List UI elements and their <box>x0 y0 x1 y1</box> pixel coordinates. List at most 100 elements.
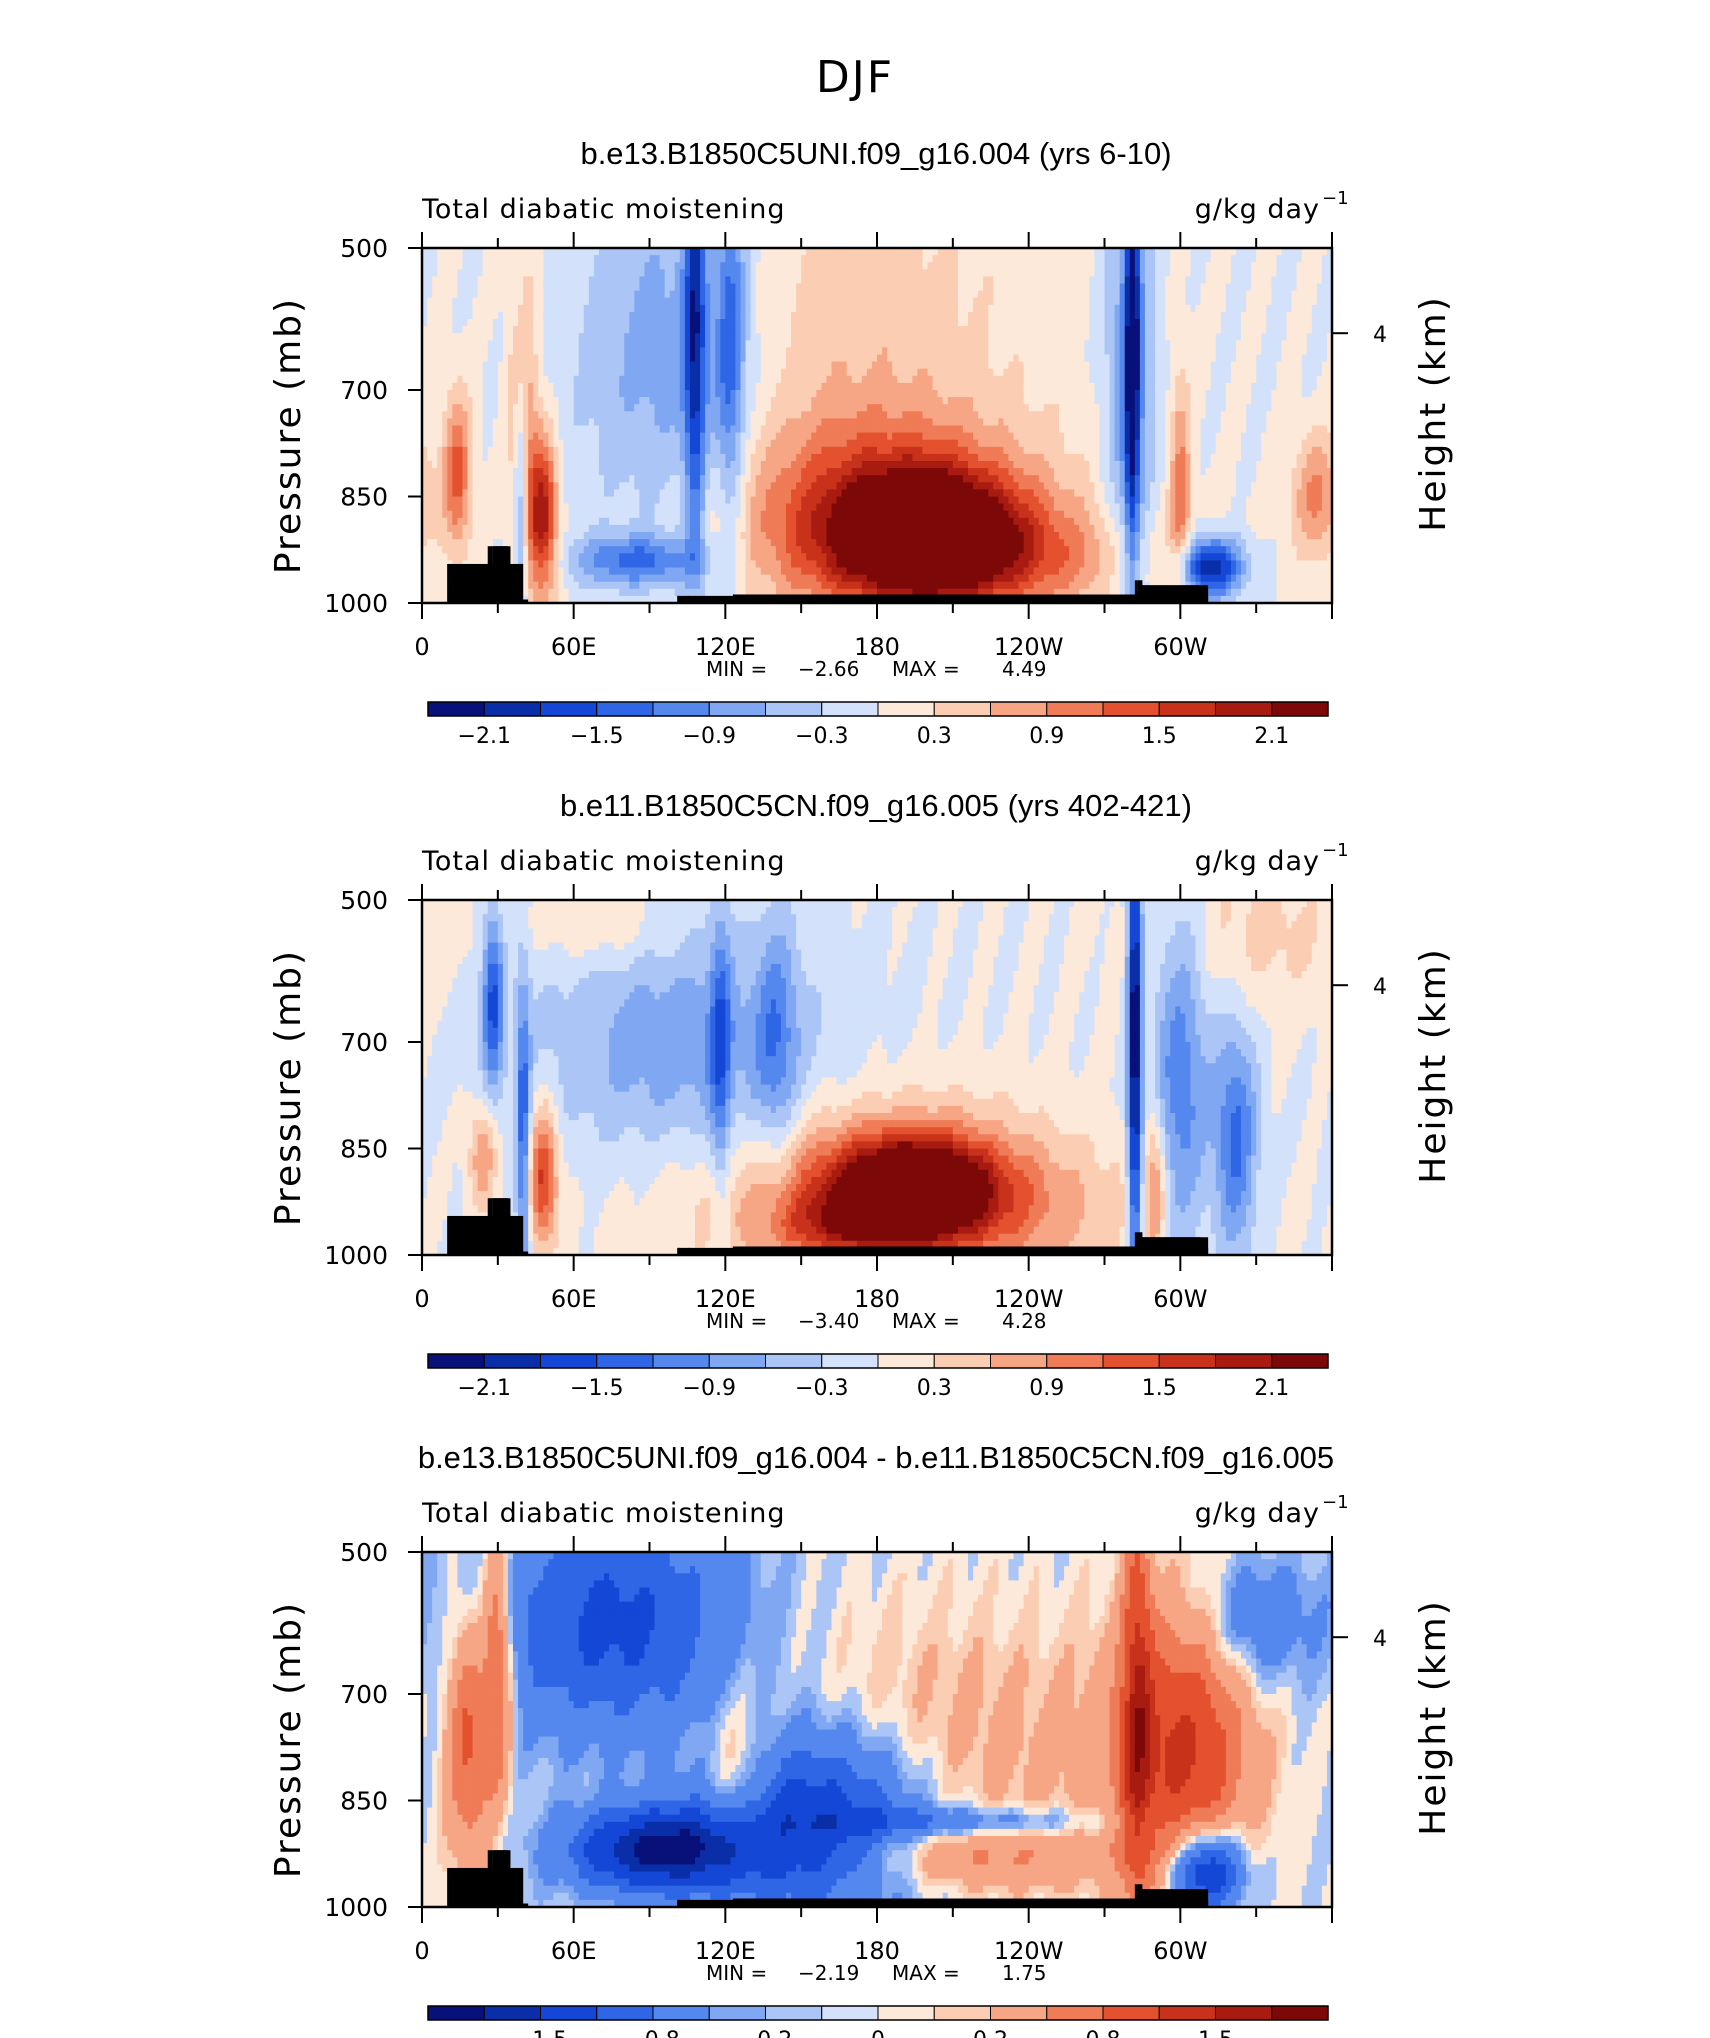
field-cell <box>680 326 686 334</box>
field-cell <box>604 291 610 299</box>
field-cell <box>1145 326 1151 334</box>
field-cell <box>973 291 979 299</box>
field-cell <box>442 312 448 320</box>
field-cell <box>796 298 802 306</box>
field-cell <box>933 262 939 270</box>
field-cell <box>776 284 782 292</box>
field-cell <box>1276 305 1282 313</box>
field-cell <box>503 269 509 277</box>
field-cell <box>1024 298 1030 306</box>
field-cell <box>912 291 918 299</box>
field-cell <box>1155 255 1161 263</box>
field-cell <box>690 284 696 292</box>
field-cell <box>791 305 797 313</box>
field-cell <box>543 262 549 270</box>
field-cell <box>462 319 468 327</box>
field-cell <box>1201 298 1207 306</box>
field-cell <box>1110 269 1116 277</box>
field-cell <box>725 255 731 263</box>
field-cell <box>1266 319 1272 327</box>
field-cell <box>928 284 934 292</box>
field-cell <box>629 298 635 306</box>
field-cell <box>1165 305 1171 313</box>
field-cell <box>655 298 661 306</box>
field-cell <box>1115 298 1121 306</box>
field-cell <box>644 312 650 320</box>
field-cell <box>837 305 843 313</box>
field-cell <box>877 255 883 263</box>
field-cell <box>1049 255 1055 263</box>
field-cell <box>746 284 752 292</box>
field-cell <box>847 269 853 277</box>
field-cell <box>1292 255 1298 263</box>
field-cell <box>725 319 731 327</box>
field-cell <box>720 291 726 299</box>
field-cell <box>1221 312 1227 320</box>
field-cell <box>725 291 731 299</box>
field-cell <box>447 284 453 292</box>
field-cell <box>1014 291 1020 299</box>
field-cell <box>1008 269 1014 277</box>
field-cell <box>1064 262 1070 270</box>
field-cell <box>589 255 595 263</box>
field-cell <box>983 319 989 327</box>
field-cell <box>715 305 721 313</box>
field-cell <box>569 291 575 299</box>
panel-1: b.e13.B1850C5UNI.f09_g16.004 (yrs 6-10)T… <box>268 136 1454 749</box>
field-cell <box>1024 269 1030 277</box>
field-cell <box>1074 276 1080 284</box>
field-cell <box>715 312 721 320</box>
field-cell <box>826 312 832 320</box>
field-cell <box>675 305 681 313</box>
field-cell <box>670 312 676 320</box>
field-cell <box>685 326 691 334</box>
field-cell <box>1135 255 1141 263</box>
field-cell <box>826 298 832 306</box>
field-cell <box>958 291 964 299</box>
field-cell <box>614 326 620 334</box>
field-cell <box>958 312 964 320</box>
field-cell <box>786 262 792 270</box>
field-cell <box>1211 305 1217 313</box>
field-cell <box>1322 319 1328 327</box>
field-cell <box>1034 255 1040 263</box>
field-cell <box>1236 262 1242 270</box>
field-cell <box>1140 326 1146 334</box>
field-cell <box>1165 255 1171 263</box>
field-cell <box>513 262 519 270</box>
field-cell <box>473 305 479 313</box>
field-cell <box>953 326 959 334</box>
field-cell <box>513 326 519 334</box>
field-cell <box>781 291 787 299</box>
field-cell <box>639 276 645 284</box>
field-cell <box>1266 284 1272 292</box>
field-cell <box>1094 269 1100 277</box>
field-cell <box>948 262 954 270</box>
field-cell <box>559 276 565 284</box>
field-cell <box>1241 284 1247 292</box>
field-cell <box>837 291 843 299</box>
field-cell <box>953 305 959 313</box>
field-cell <box>725 284 731 292</box>
field-cell <box>917 298 923 306</box>
field-cell <box>685 269 691 277</box>
field-cell <box>1054 284 1060 292</box>
field-cell <box>928 269 934 277</box>
field-cell <box>1150 312 1156 320</box>
field-cell <box>700 291 706 299</box>
field-cell <box>452 284 458 292</box>
field-cell <box>882 291 888 299</box>
field-cell <box>1261 269 1267 277</box>
field-cell <box>862 319 868 327</box>
field-cell <box>735 276 741 284</box>
field-cell <box>1165 262 1171 270</box>
field-cell <box>564 269 570 277</box>
field-cell <box>543 305 549 313</box>
field-cell <box>1322 276 1328 284</box>
figure: DJF b.e13.B1850C5UNI.f09_g16.004 (yrs 6-… <box>0 0 1710 2038</box>
field-cell <box>978 312 984 320</box>
field-cell <box>1190 291 1196 299</box>
field-cell <box>1322 291 1328 299</box>
field-cell <box>1226 262 1232 270</box>
field-cell <box>574 312 580 320</box>
